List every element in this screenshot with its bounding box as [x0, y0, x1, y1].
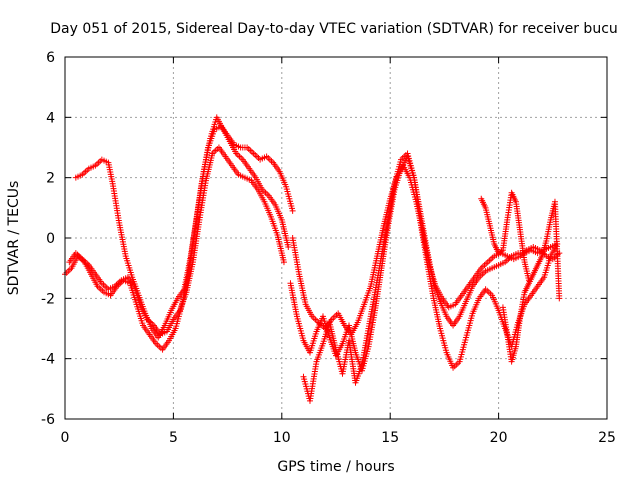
y-axis-label: SDTVAR / TECUs [6, 181, 22, 296]
x-tick-label: 20 [490, 430, 508, 446]
data-point [498, 248, 505, 255]
x-axis-label: GPS time / hours [277, 459, 394, 475]
y-tick-label: 6 [46, 50, 55, 66]
grid [65, 57, 607, 419]
y-tick-label: -2 [41, 291, 55, 307]
data-point [289, 207, 296, 214]
x-tick-label: 10 [273, 430, 291, 446]
x-tick-label: 5 [169, 430, 178, 446]
x-tick-label: 25 [598, 430, 616, 446]
chart-title: Day 051 of 2015, Sidereal Day-to-day VTE… [50, 21, 618, 37]
x-tick-label: 15 [381, 430, 399, 446]
y-tick-label: -6 [41, 412, 55, 428]
data-point [280, 259, 287, 266]
y-tick-label: 2 [46, 171, 55, 187]
data-point [556, 295, 563, 302]
data-marks [62, 114, 563, 404]
y-tick-label: 4 [46, 110, 55, 126]
data-point [285, 244, 292, 251]
x-tick-label: 0 [61, 430, 70, 446]
y-tick-label: 0 [46, 231, 55, 247]
axis-ticks: 0 5 10 15 20 25 -6 -4 -2 0 2 4 6 [41, 50, 616, 446]
y-tick-label: -4 [41, 352, 55, 368]
